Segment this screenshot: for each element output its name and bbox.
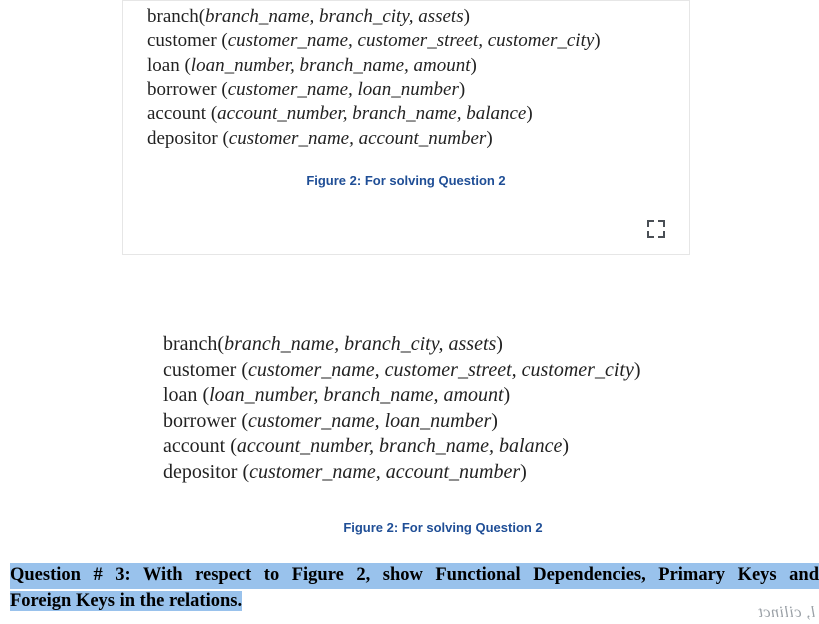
relation-attrs: customer_name, loan_number (248, 410, 491, 432)
paren-close: ) (526, 103, 532, 124)
relation-attrs: branch_name, branch_city, assets (205, 6, 464, 27)
relation-name: depositor (163, 461, 237, 483)
page: branch(branch_name, branch_city, assets)… (0, 0, 819, 624)
relation-attrs: loan_number, branch_name, amount (209, 384, 503, 406)
schema-line: depositor (customer_name, account_number… (163, 460, 723, 486)
expand-icon[interactable] (647, 220, 665, 238)
figure-caption: Figure 2: For solving Question 2 (147, 173, 665, 188)
relation-attrs: customer_name, account_number (249, 461, 520, 483)
relation-name: account (147, 103, 206, 124)
paren-open: ( (236, 410, 248, 432)
relation-name: branch (163, 333, 217, 355)
paren-close: ) (464, 6, 470, 27)
relation-attrs: loan_number, branch_name, amount (191, 55, 471, 76)
watermark-text: l, cilinct (758, 604, 815, 622)
paren-close: ) (504, 384, 511, 406)
relation-name: borrower (147, 79, 217, 100)
schema-line: customer (customer_name, customer_street… (163, 358, 723, 384)
card-footer (123, 206, 689, 254)
paren-open: ( (225, 435, 237, 457)
schema-line: account (account_number, branch_name, ba… (163, 434, 723, 460)
paren-close: ) (459, 79, 465, 100)
schema-line: depositor (customer_name, account_number… (147, 127, 665, 151)
relation-attrs: customer_name, customer_street, customer… (228, 30, 595, 51)
paren-close: ) (486, 128, 492, 149)
relation-attrs: account_number, branch_name, balance (237, 435, 563, 457)
relation-name: customer (147, 30, 217, 51)
figure-repeat: branch(branch_name, branch_city, assets)… (163, 332, 723, 535)
schema-line: loan (loan_number, branch_name, amount) (147, 54, 665, 78)
relation-name: loan (163, 384, 197, 406)
relation-name: branch (147, 6, 199, 27)
question-line-2: Foreign Keys in the relations. (10, 591, 242, 611)
paren-open: ( (180, 55, 191, 76)
relation-attrs: customer_name, customer_street, customer… (248, 359, 634, 381)
paren-open: ( (237, 461, 249, 483)
schema-line: borrower (customer_name, loan_number) (147, 78, 665, 102)
paren-close: ) (496, 333, 503, 355)
figure-card-content: branch(branch_name, branch_city, assets)… (123, 1, 689, 206)
paren-open: ( (218, 128, 229, 149)
paren-open: ( (217, 30, 228, 51)
paren-close: ) (634, 359, 641, 381)
relation-attrs: customer_name, loan_number (228, 79, 459, 100)
question-line-1: Question # 3: With respect to Figure 2, … (10, 563, 819, 589)
paren-close: ) (471, 55, 477, 76)
paren-open: ( (206, 103, 217, 124)
paren-open: ( (197, 384, 209, 406)
relation-name: customer (163, 359, 236, 381)
paren-close: ) (491, 410, 498, 432)
paren-close: ) (520, 461, 527, 483)
schema-line: loan (loan_number, branch_name, amount) (163, 383, 723, 409)
paren-open: ( (217, 79, 228, 100)
relation-attrs: account_number, branch_name, balance (217, 103, 526, 124)
schema-line: customer (customer_name, customer_street… (147, 29, 665, 53)
schema-line: account (account_number, branch_name, ba… (147, 102, 665, 126)
relation-name: account (163, 435, 225, 457)
relation-name: loan (147, 55, 180, 76)
paren-close: ) (562, 435, 569, 457)
relation-attrs: customer_name, account_number (229, 128, 487, 149)
paren-close: ) (594, 30, 600, 51)
relation-attrs: branch_name, branch_city, assets (224, 333, 496, 355)
relation-name: depositor (147, 128, 218, 149)
question-block: Question # 3: With respect to Figure 2, … (10, 563, 819, 615)
schema-line: branch(branch_name, branch_city, assets) (147, 5, 665, 29)
paren-open: ( (236, 359, 248, 381)
schema-line: branch(branch_name, branch_city, assets) (163, 332, 723, 358)
schema-line: borrower (customer_name, loan_number) (163, 409, 723, 435)
relation-name: borrower (163, 410, 236, 432)
figure-caption-repeat: Figure 2: For solving Question 2 (163, 520, 723, 535)
figure-card: branch(branch_name, branch_city, assets)… (122, 0, 690, 255)
